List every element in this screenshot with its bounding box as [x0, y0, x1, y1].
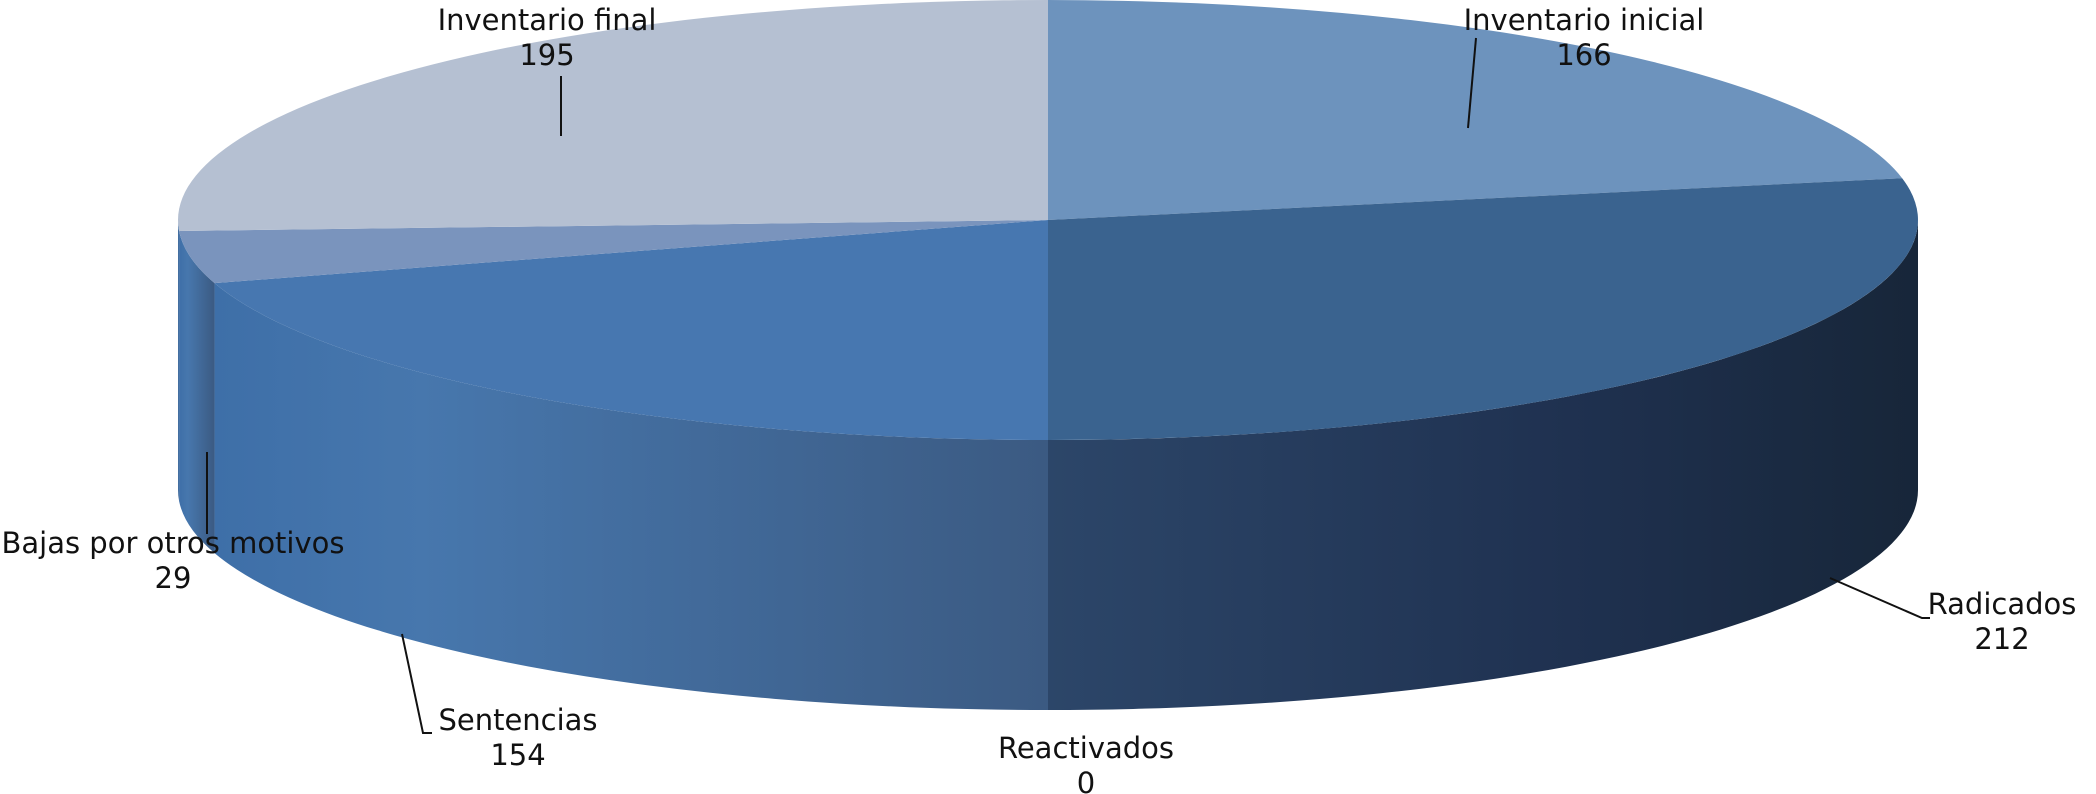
side-inventario-final: [178, 220, 180, 501]
leader-radicados: [1829, 577, 1930, 619]
label-value-reactivados: 0: [1077, 766, 1095, 794]
label-value-inventario-inicial: 166: [1556, 38, 1611, 72]
slice-inventario-inicial: [1048, 0, 1903, 220]
label-name-bajas-por-otros-motivos: Bajas por otros motivos: [1, 526, 344, 560]
slice-sentencias: [214, 220, 1049, 440]
slice-inventario-final: [177, 0, 1049, 231]
label-value-bajas-por-otros-motivos: 29: [155, 561, 192, 595]
side-sentencias: [214, 283, 1049, 710]
label-name-sentencias: Sentencias: [438, 703, 597, 737]
label-value-inventario-final: 195: [519, 38, 574, 72]
label-value-sentencias: 154: [490, 738, 545, 772]
label-name-reactivados: Reactivados: [998, 731, 1174, 765]
pie-top-face: [177, 0, 1918, 440]
side-bajas-por-otros-motivos: [179, 230, 215, 554]
leader-sentencias: [401, 633, 432, 734]
label-name-inventario-final: Inventario final: [438, 3, 657, 37]
pie-side-walls: [178, 220, 1918, 710]
label-name-inventario-inicial: Inventario inicial: [1464, 3, 1705, 37]
slice-radicados: [1048, 178, 1918, 440]
side-radicados: [1048, 220, 1918, 710]
label-name-radicados: Radicados: [1928, 587, 2077, 621]
leader-lines: [206, 37, 1930, 734]
leader-inventario-inicial: [1467, 37, 1477, 129]
label-value-radicados: 212: [1974, 622, 2029, 656]
slice-bajas-por-otros-motivos: [179, 220, 1048, 284]
